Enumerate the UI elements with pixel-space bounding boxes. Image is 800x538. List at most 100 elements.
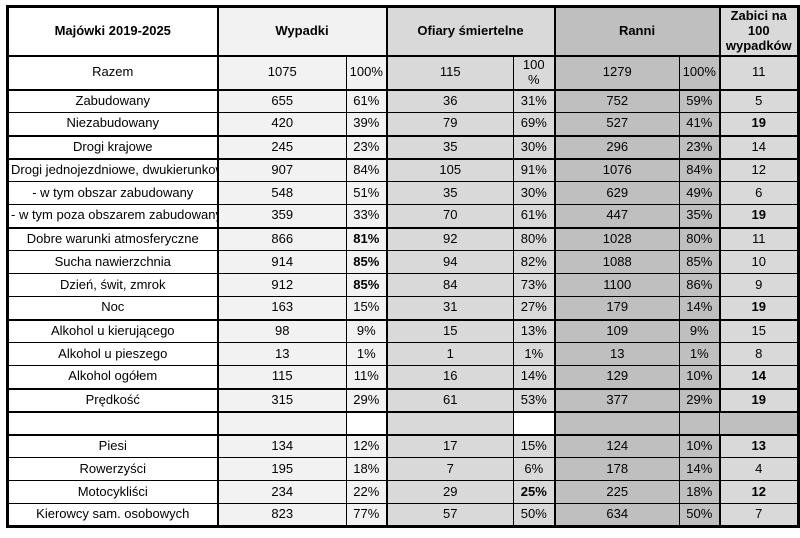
injured-count-cell xyxy=(553,410,680,436)
accidents-pct-cell: 85% xyxy=(346,273,387,298)
injured-pct-cell: 35% xyxy=(679,204,720,229)
accidents-count-cell: 13 xyxy=(216,342,347,367)
injured-count-cell: 179 xyxy=(553,296,680,321)
accidents-pct-cell: 12% xyxy=(346,433,387,459)
accidents-count-cell: 315 xyxy=(216,387,347,413)
killed-per-100-cell: 19 xyxy=(718,296,799,321)
fatalities-pct-cell: 27% xyxy=(513,296,555,321)
row-label: Piesi xyxy=(7,433,218,459)
accidents-pct-cell: 23% xyxy=(346,134,387,160)
injured-count-cell: 178 xyxy=(553,457,680,482)
fatalities-pct-cell: 100 % xyxy=(513,54,555,91)
table-row: Noc 163 15% 31 27% 179 14% 19 xyxy=(7,296,799,321)
fatalities-pct-cell: 73% xyxy=(513,273,555,298)
fatalities-count-cell: 92 xyxy=(385,226,514,252)
injured-count-cell: 447 xyxy=(553,204,680,229)
killed-per-100-cell: 5 xyxy=(718,88,799,114)
injured-count-cell: 634 xyxy=(553,503,680,528)
table-body: Razem 1075 100% 115 100 % 1279 100% 11 Zabudowan… xyxy=(7,54,799,528)
injured-pct-cell: 85% xyxy=(679,250,720,275)
table-row: Motocykliści 234 22% 29 25% 225 18% 12 xyxy=(7,480,799,505)
row-label: Noc xyxy=(7,296,218,321)
killed-per-100-cell: 19 xyxy=(718,112,799,137)
accidents-pct-cell: 33% xyxy=(346,204,387,229)
accidents-pct-cell: 18% xyxy=(346,457,387,482)
injured-pct-cell: 14% xyxy=(679,457,720,482)
fatalities-count-cell: 94 xyxy=(385,250,514,275)
accidents-pct-cell: 81% xyxy=(346,226,387,252)
injured-pct-cell xyxy=(679,410,720,436)
accidents-count-cell: 245 xyxy=(216,134,347,160)
table-row: Alkohol u pieszego 13 1% 1 1% 13 1% 8 xyxy=(7,342,799,367)
killed-per-100-cell: 12 xyxy=(718,480,799,505)
injured-pct-cell: 50% xyxy=(679,503,720,528)
fatalities-pct-cell: 30% xyxy=(513,134,555,160)
fatalities-pct-cell: 50% xyxy=(513,503,555,528)
injured-count-cell: 377 xyxy=(553,387,680,413)
fatalities-pct-cell: 1% xyxy=(513,342,555,367)
accidents-count-cell: 359 xyxy=(216,204,347,229)
injured-count-cell: 109 xyxy=(553,318,680,344)
fatalities-count-cell: 115 xyxy=(385,54,514,91)
table-row: - w tym poza obszarem zabudowanym 359 33% 7… xyxy=(7,204,799,229)
table-row: Drogi krajowe 245 23% 35 30% 296 23% 14 xyxy=(7,134,799,160)
fatalities-pct-cell: 80% xyxy=(513,226,555,252)
injured-pct-cell: 80% xyxy=(679,226,720,252)
injured-count-cell: 1100 xyxy=(553,273,680,298)
killed-per-100-cell xyxy=(719,410,799,436)
table-row: Rowerzyści 195 18% 7 6% 178 14% 4 xyxy=(7,457,799,482)
fatalities-count-cell: 7 xyxy=(385,457,514,482)
injured-pct-cell: 23% xyxy=(679,134,720,160)
table-row: Alkohol u kierującego 98 9% 15 13% 109 9% 15 xyxy=(7,318,799,344)
row-label: Rowerzyści xyxy=(7,457,218,482)
injured-count-cell: 629 xyxy=(553,181,680,206)
killed-per-100-cell: 14 xyxy=(718,134,799,160)
row-label: Prędkość xyxy=(7,387,218,413)
accidents-count-cell: 115 xyxy=(216,365,347,390)
fatalities-pct-cell: 15% xyxy=(513,433,555,459)
row-label: Razem xyxy=(7,54,218,91)
killed-per-100-cell: 19 xyxy=(718,204,799,229)
header-period: Majówki 2019-2025 xyxy=(7,5,218,57)
row-label xyxy=(7,410,218,436)
accidents-count-cell: 195 xyxy=(216,457,347,482)
accidents-count-cell: 912 xyxy=(216,273,347,298)
accidents-pct-cell: 61% xyxy=(346,88,387,114)
fatalities-count-cell xyxy=(385,410,514,436)
fatalities-pct-cell xyxy=(513,410,555,436)
header-fatalities: Ofiary śmiertelne xyxy=(385,5,555,57)
fatalities-pct-cell: 31% xyxy=(513,88,555,114)
accidents-count-cell: 134 xyxy=(216,433,347,459)
injured-count-cell: 124 xyxy=(553,433,680,459)
accidents-count-cell xyxy=(216,410,347,436)
accidents-pct-cell: 77% xyxy=(346,503,387,528)
killed-per-100-cell: 8 xyxy=(718,342,799,367)
fatalities-pct-cell: 53% xyxy=(513,387,555,413)
row-label: Alkohol ogółem xyxy=(7,365,218,390)
accidents-pct-cell xyxy=(346,410,387,436)
table-row: Alkohol ogółem 115 11% 16 14% 129 10% 14 xyxy=(7,365,799,390)
accidents-pct-cell: 39% xyxy=(346,112,387,137)
accidents-count-cell: 98 xyxy=(216,318,347,344)
fatalities-count-cell: 57 xyxy=(385,503,514,528)
row-label: Dzień, świt, zmrok xyxy=(7,273,218,298)
row-label: Kierowcy sam. osobowych xyxy=(7,503,218,528)
killed-per-100-cell: 6 xyxy=(718,181,799,206)
row-label: - w tym poza obszarem zabudowanym xyxy=(7,204,218,229)
header-accidents: Wypadki xyxy=(216,5,387,57)
injured-pct-cell: 49% xyxy=(679,181,720,206)
fatalities-count-cell: 35 xyxy=(385,181,514,206)
row-label: Alkohol u kierującego xyxy=(7,318,218,344)
separator-row xyxy=(7,410,799,436)
fatalities-pct-cell: 82% xyxy=(513,250,555,275)
injured-pct-cell: 41% xyxy=(679,112,720,137)
accidents-count-cell: 1075 xyxy=(216,54,347,91)
table-row: Zabudowany 655 61% 36 31% 752 59% 5 xyxy=(7,88,799,114)
table-row: Dzień, świt, zmrok 912 85% 84 73% 1100 86% 9 xyxy=(7,273,799,298)
injured-pct-cell: 9% xyxy=(679,318,720,344)
injured-pct-cell: 86% xyxy=(679,273,720,298)
accidents-count-cell: 548 xyxy=(216,181,347,206)
table-row: Kierowcy sam. osobowych 823 77% 57 50% 634 50%… xyxy=(7,503,799,528)
fatalities-pct-cell: 25% xyxy=(513,480,555,505)
accidents-pct-cell: 22% xyxy=(346,480,387,505)
